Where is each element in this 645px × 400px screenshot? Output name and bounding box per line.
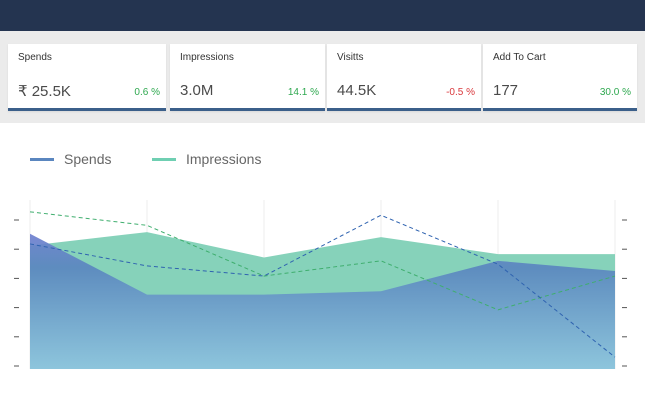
spends-dashed-line	[29, 214, 616, 358]
kpi-card-impressions[interactable]: Impressions 3.0M 14.1 %	[170, 44, 325, 111]
kpi-change: 30.0 %	[599, 87, 631, 98]
top-nav-bar	[0, 0, 645, 31]
kpi-label: Impressions	[180, 52, 234, 63]
legend-label: Spends	[64, 151, 112, 167]
kpi-card-add-to-cart[interactable]: Add To Cart 177 30.0 %	[483, 44, 637, 111]
legend-swatch	[152, 157, 176, 161]
kpi-strip: Spends ₹ 25.5K 0.6 % Impressions 3.0M 14…	[0, 31, 645, 123]
kpi-label: Spends	[18, 52, 52, 63]
kpi-change: -0.5 %	[446, 87, 475, 98]
kpi-value: ₹ 25.5K	[18, 83, 71, 100]
kpi-change: 0.6 %	[134, 87, 160, 98]
kpi-card-spends[interactable]: Spends ₹ 25.5K 0.6 %	[8, 44, 166, 111]
legend-swatch	[30, 157, 54, 161]
legend-item-spends[interactable]: Spends	[30, 151, 111, 167]
kpi-value: 44.5K	[337, 82, 377, 99]
legend-label: Impressions	[186, 151, 262, 167]
chart-panel: Spends Impressions	[0, 123, 645, 400]
spends-area	[30, 233, 615, 369]
kpi-value: 177	[493, 82, 519, 99]
kpi-card-visits[interactable]: Visitts 44.5K -0.5 %	[327, 44, 481, 111]
impressions-dashed-line	[29, 211, 616, 311]
chart-svg	[14, 200, 627, 369]
kpi-label: Visitts	[337, 52, 364, 63]
kpi-change: 14.1 %	[287, 87, 319, 98]
kpi-value: 3.0M	[180, 82, 214, 99]
kpi-label: Add To Cart	[493, 52, 546, 63]
legend-item-impressions[interactable]: Impressions	[152, 151, 261, 167]
